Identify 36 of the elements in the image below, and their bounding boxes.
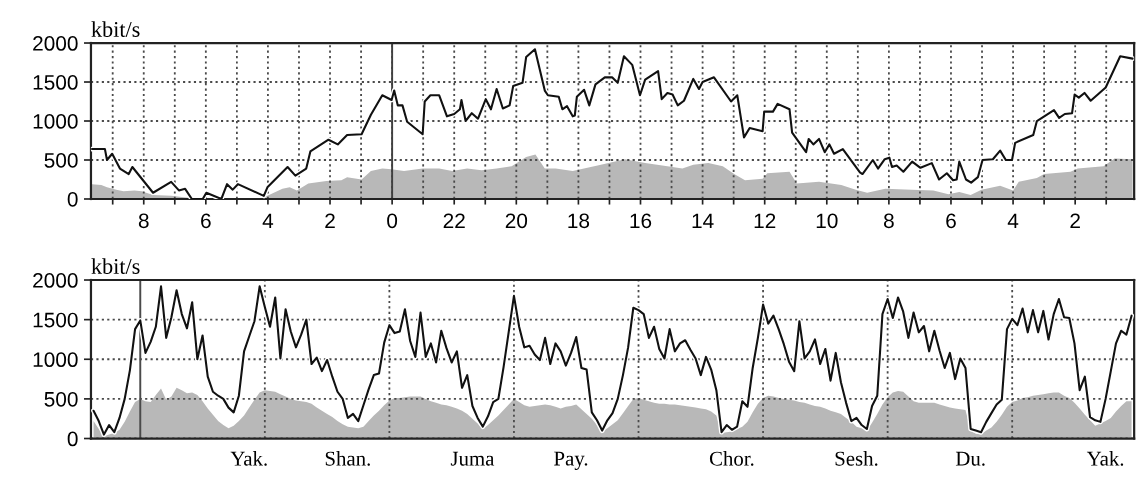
y-tick-label: 1000 [33, 114, 78, 129]
x-tick-label: Juma [450, 451, 495, 466]
x-tick-label: Sesh. [835, 451, 878, 466]
y-tick-label: 500 [44, 391, 78, 407]
x-tick-label: 0 [387, 213, 398, 229]
x-tick-label: Pay. [554, 451, 588, 470]
x-tick-label: 8 [138, 213, 149, 229]
x-tick-label: 18 [568, 213, 590, 229]
x-tick-label: 12 [754, 213, 776, 228]
x-tick-label: Du. [955, 451, 985, 466]
x-tick-label: 20 [505, 213, 528, 229]
x-tick-label: 2 [325, 213, 335, 228]
x-tick-label: Shan. [325, 451, 370, 466]
y-axis-title: kbit/s [91, 21, 140, 37]
x-tick-label: 8 [883, 213, 894, 229]
x-tick-label: 4 [1007, 213, 1019, 228]
x-tick-label: 6 [946, 213, 956, 229]
x-tick-label: 16 [630, 213, 652, 229]
x-tick-label: Chor. [709, 451, 754, 466]
y-tick-label: 0 [67, 431, 78, 447]
x-tick-label: 14 [692, 213, 714, 228]
y-tick-label: 1500 [33, 75, 78, 90]
y-tick-label: 2000 [33, 36, 78, 51]
x-tick-label: 10 [816, 213, 838, 229]
y-tick-label: 0 [67, 191, 78, 207]
y-tick-label: 500 [44, 153, 78, 168]
x-tick-label: 2 [1070, 213, 1080, 228]
y-axis-title: kbit/s [91, 258, 140, 274]
x-tick-label: Yak. [230, 451, 267, 466]
x-tick-label: 22 [443, 213, 465, 228]
y-tick-label: 1500 [33, 312, 78, 328]
x-tick-label: 6 [201, 213, 211, 229]
x-tick-label: 4 [262, 213, 274, 228]
y-tick-label: 1000 [33, 352, 78, 368]
y-tick-label: 2000 [33, 273, 78, 288]
x-tick-label: Yak. [1086, 451, 1124, 466]
